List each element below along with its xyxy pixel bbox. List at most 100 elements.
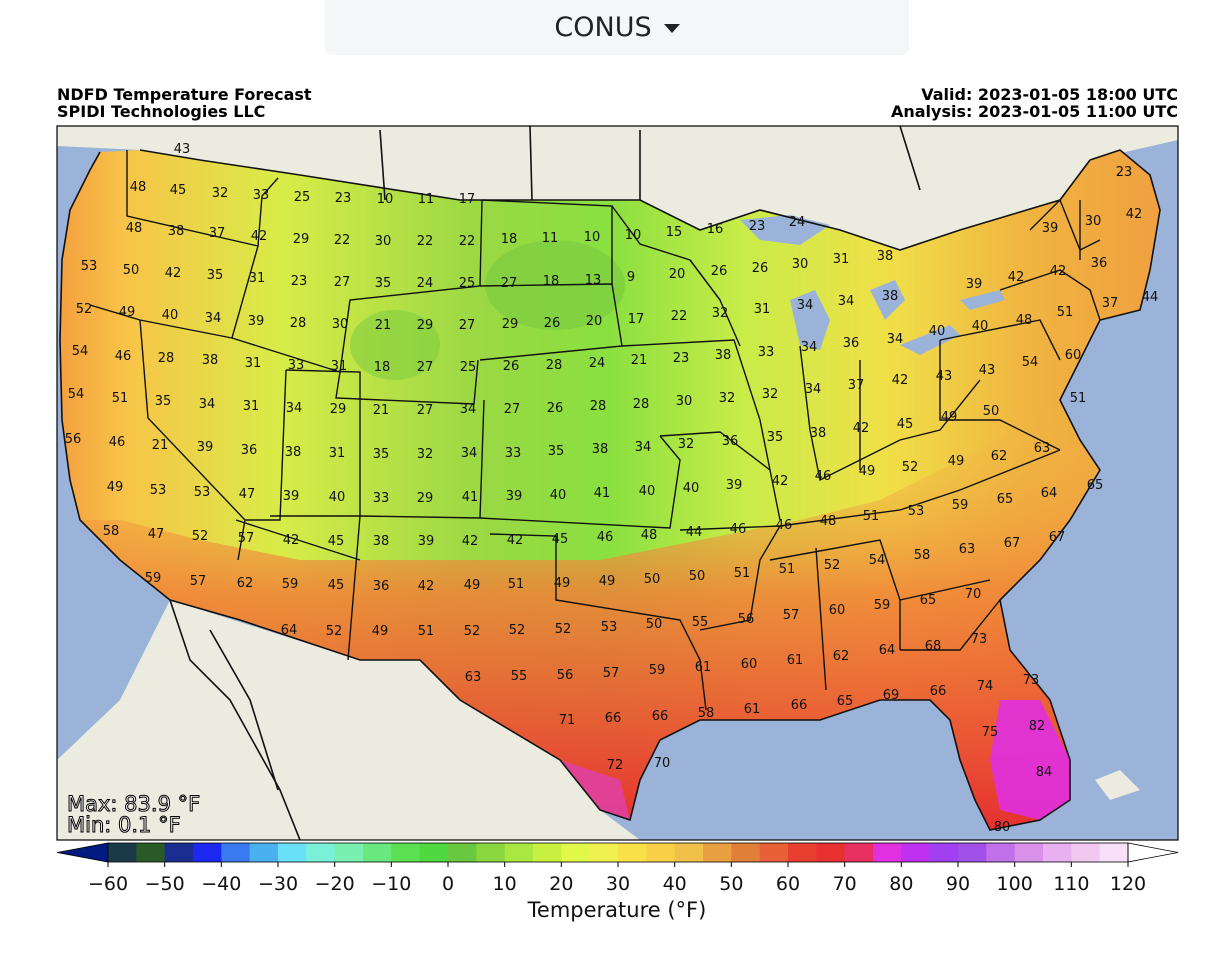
temperature-label: 34 bbox=[461, 446, 478, 461]
temperature-label: 28 bbox=[290, 316, 307, 331]
temperature-label: 38 bbox=[285, 445, 302, 460]
temperature-label: 38 bbox=[202, 353, 219, 368]
temperature-label: 62 bbox=[991, 449, 1008, 464]
mexico-land bbox=[57, 600, 640, 840]
colorbar-segment bbox=[1099, 843, 1129, 862]
colorbar-tick-label: −60 bbox=[88, 873, 128, 895]
colorbar-segment bbox=[533, 843, 562, 862]
temperature-label: 50 bbox=[983, 404, 1000, 419]
temperature-label: 66 bbox=[605, 711, 622, 726]
temperature-label: 49 bbox=[107, 480, 124, 495]
temperature-label: 51 bbox=[1070, 391, 1087, 406]
temperature-label: 31 bbox=[833, 252, 850, 267]
temperature-label: 37 bbox=[1102, 296, 1119, 311]
region-select-label: CONUS bbox=[554, 12, 652, 43]
temperature-label: 31 bbox=[331, 359, 348, 374]
colorbar-tick-label: 40 bbox=[663, 873, 687, 895]
temperature-label: 49 bbox=[372, 624, 389, 639]
temperature-label: 39 bbox=[248, 314, 265, 329]
colorbar-segment bbox=[844, 843, 874, 862]
temperature-label: 17 bbox=[628, 312, 645, 327]
temperature-label: 66 bbox=[652, 709, 669, 724]
temperature-label: 13 bbox=[585, 273, 602, 288]
temperature-label: 65 bbox=[1087, 478, 1104, 493]
temperature-label: 59 bbox=[649, 663, 666, 678]
colorbar-segment bbox=[901, 843, 931, 862]
temperature-label: 37 bbox=[209, 226, 226, 241]
temperature-label: 42 bbox=[251, 229, 268, 244]
temperature-label: 52 bbox=[555, 622, 572, 637]
temperature-label: 66 bbox=[930, 684, 947, 699]
map-header-left: NDFD Temperature Forecast SPIDI Technolo… bbox=[57, 86, 312, 120]
temperature-label: 38 bbox=[810, 426, 827, 441]
colorbar-ticks: −60 −50 −40 −30 −20 −10 0 10 20 30 40 50 60 70 80 90 100… bbox=[88, 862, 1146, 895]
temperature-label: 52 bbox=[192, 529, 209, 544]
temperature-label: 40 bbox=[329, 490, 346, 505]
temperature-label: 36 bbox=[1091, 256, 1108, 271]
colorbar-label: Temperature (°F) bbox=[527, 898, 707, 922]
temperature-label: 47 bbox=[148, 527, 165, 542]
colorbar-tick-label: 80 bbox=[889, 873, 913, 895]
temperature-label: 18 bbox=[501, 232, 518, 247]
colorbar-tick-label: −30 bbox=[258, 873, 298, 895]
temperature-label: 65 bbox=[837, 694, 854, 709]
temperature-label: 42 bbox=[892, 373, 909, 388]
colorbar-segment bbox=[249, 843, 279, 862]
temperature-label: 59 bbox=[282, 577, 299, 592]
temperature-label: 28 bbox=[158, 351, 175, 366]
map-frame bbox=[56, 125, 1179, 841]
temperature-label: 27 bbox=[334, 275, 351, 290]
temperature-label: 46 bbox=[109, 435, 126, 450]
temperature-label: 51 bbox=[112, 391, 129, 406]
temperature-label: 11 bbox=[542, 231, 559, 246]
temperature-label: 26 bbox=[544, 316, 561, 331]
temperature-label: 56 bbox=[65, 432, 82, 447]
temperature-label: 27 bbox=[417, 403, 434, 418]
colorbar-segment bbox=[788, 843, 817, 862]
temperature-label: 40 bbox=[972, 319, 989, 334]
colorbar-extend-high bbox=[1127, 842, 1179, 863]
temperature-label: 71 bbox=[559, 713, 576, 728]
temperature-label: 52 bbox=[326, 624, 343, 639]
temperature-label: 46 bbox=[776, 518, 793, 533]
temperature-label: 30 bbox=[375, 234, 392, 249]
temperature-label: 30 bbox=[676, 394, 693, 409]
temperature-label: 62 bbox=[237, 576, 254, 591]
temperature-label: 44 bbox=[1142, 290, 1159, 305]
temperature-label: 51 bbox=[863, 509, 880, 524]
temperature-label: 23 bbox=[749, 219, 766, 234]
colorbar-segment bbox=[1014, 843, 1044, 862]
lake-huron bbox=[870, 280, 905, 320]
colorbar-segment bbox=[986, 843, 1016, 862]
temperature-label: 26 bbox=[752, 261, 769, 276]
temperature-label: 45 bbox=[897, 417, 914, 432]
temperature-label: 50 bbox=[646, 617, 663, 632]
temperature-label: 31 bbox=[329, 446, 346, 461]
temperature-label: 21 bbox=[373, 403, 390, 418]
temperature-label: 80 bbox=[994, 820, 1011, 835]
temperature-label: 33 bbox=[373, 491, 390, 506]
temperature-label: 49 bbox=[859, 464, 876, 479]
temperature-label: 52 bbox=[464, 624, 481, 639]
colorbar-tick-label: 20 bbox=[549, 873, 573, 895]
temperature-label: 28 bbox=[633, 397, 650, 412]
temperature-label: 49 bbox=[554, 576, 571, 591]
temperature-label: 11 bbox=[418, 192, 435, 207]
region-select-dropdown[interactable]: CONUS bbox=[325, 0, 909, 55]
stats-box: Max: 83.9 °F Min: 0.1 °F bbox=[67, 792, 201, 838]
temperature-label: 36 bbox=[373, 579, 390, 594]
bahamas-land bbox=[1095, 770, 1140, 800]
colorbar-extend-low bbox=[56, 842, 109, 863]
temperature-label: 39 bbox=[418, 534, 435, 549]
colorbar-tick-label: 70 bbox=[833, 873, 857, 895]
temperature-label: 52 bbox=[824, 558, 841, 573]
chevron-down-icon bbox=[663, 24, 680, 33]
min-stat: Min: 0.1 °F bbox=[67, 813, 181, 837]
temperature-label: 73 bbox=[1023, 673, 1040, 688]
temperature-label: 49 bbox=[599, 574, 616, 589]
colorbar-segment bbox=[504, 843, 534, 862]
temperature-label: 23 bbox=[291, 274, 308, 289]
temperature-label: 64 bbox=[1041, 486, 1058, 501]
temperature-label: 40 bbox=[162, 308, 179, 323]
temperature-label: 63 bbox=[465, 670, 482, 685]
